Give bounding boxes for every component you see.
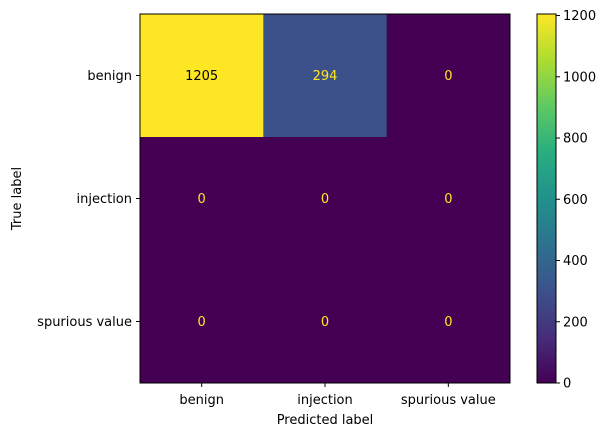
colorbar-tick-label: 1200 [563, 9, 596, 24]
cell-value-label: 0 [321, 192, 329, 207]
x-tick-label: injection [297, 393, 353, 408]
colorbar-tick-label: 1000 [563, 70, 596, 85]
cell-value-label: 0 [321, 315, 329, 330]
y-tick-label: spurious value [37, 315, 132, 330]
x-tick-label: benign [179, 393, 224, 408]
cell-value-label: 0 [444, 315, 452, 330]
y-tick-label: benign [87, 69, 132, 84]
y-axis-label: True label [10, 167, 25, 231]
x-tick-label: spurious value [401, 393, 496, 408]
colorbar-tick-label: 800 [563, 132, 588, 147]
cell-value-label: 0 [198, 315, 206, 330]
cell-value-label: 0 [444, 192, 452, 207]
y-tick-label: injection [76, 192, 132, 207]
heatmap-cell [140, 14, 264, 138]
colorbar-gradient [536, 13, 557, 384]
y-axis-ticks: benign injection spurious value [37, 69, 140, 330]
colorbar-tick-label: 400 [563, 254, 588, 269]
cell-value-label: 0 [444, 69, 452, 84]
heatmap-cell [140, 137, 264, 261]
cell-value-labels: 1205 294 0 0 0 0 0 0 0 [185, 69, 452, 330]
heatmap-cell [263, 137, 388, 261]
colorbar-tick-label: 200 [563, 315, 588, 330]
cell-value-label: 1205 [185, 69, 218, 84]
cell-value-label: 0 [198, 192, 206, 207]
heatmap-cell [386, 260, 511, 384]
colorbar-ticks: 0 200 400 600 800 1000 1200 [556, 9, 596, 392]
cell-value-label: 294 [313, 69, 338, 84]
heatmap-cell [263, 14, 388, 138]
heatmap-cell [386, 137, 511, 261]
colorbar-tick-label: 600 [563, 193, 588, 208]
heatmap-cell [140, 260, 264, 384]
heatmap-cell [263, 260, 388, 384]
heatmap-cell [386, 14, 511, 138]
colorbar-tick-label: 0 [563, 377, 571, 392]
heatmap-cells [140, 14, 511, 384]
x-axis-ticks: benign injection spurious value [179, 383, 496, 408]
x-axis-label: Predicted label [277, 413, 374, 428]
colorbar: 0 200 400 600 800 1000 1200 [536, 9, 596, 392]
